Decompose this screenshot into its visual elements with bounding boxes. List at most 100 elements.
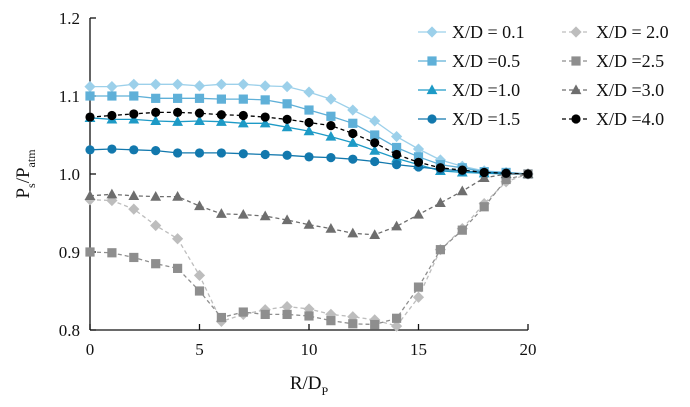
data-point: [501, 168, 511, 178]
data-point: [412, 143, 425, 155]
data-point: [172, 233, 184, 245]
data-point: [173, 93, 183, 103]
data-point: [260, 309, 270, 319]
data-point: [348, 319, 358, 329]
data-point: [107, 248, 117, 258]
y-axis-label-sub1: s: [24, 183, 38, 188]
x-tick-label: 20: [520, 340, 537, 359]
data-point: [326, 153, 336, 163]
data-point: [413, 282, 424, 292]
data-point: [107, 110, 117, 121]
data-point: [369, 115, 381, 127]
data-point: [478, 172, 490, 182]
legend-marker: [571, 56, 581, 66]
data-point: [173, 263, 183, 273]
data-point: [216, 116, 227, 126]
series-line: [89, 173, 528, 236]
y-tick-label: 1.0: [59, 165, 80, 184]
data-point: [413, 157, 424, 167]
data-point: [281, 81, 293, 93]
data-point: [259, 117, 271, 128]
legend-marker: [426, 26, 438, 38]
data-point: [303, 86, 315, 98]
data-point: [281, 121, 293, 132]
data-point: [304, 117, 314, 128]
legend-label: X/D =2.5: [596, 51, 664, 71]
data-point: [150, 191, 162, 201]
data-point: [304, 105, 314, 115]
x-axis-label-main: R/D: [290, 373, 322, 394]
data-point: [194, 115, 205, 126]
y-axis-label-sub2: atm: [24, 149, 38, 168]
legend-item: X/D =2.5: [562, 51, 664, 71]
data-point: [412, 291, 425, 303]
data-point: [193, 80, 206, 92]
legend-label: X/D =1.0: [452, 80, 520, 100]
data-point: [151, 107, 161, 117]
data-point: [129, 109, 139, 119]
data-point: [216, 94, 226, 104]
data-point: [172, 116, 183, 126]
legend-label: X/D =1.5: [452, 109, 520, 129]
legend-label: X/D =3.0: [596, 80, 664, 100]
data-point: [172, 191, 183, 201]
data-point: [172, 78, 184, 90]
y-tick-label: 0.8: [59, 321, 80, 340]
data-point: [325, 130, 337, 141]
legend-marker: [427, 56, 437, 66]
data-point: [129, 145, 139, 155]
data-point: [369, 229, 381, 239]
x-tick-label: 15: [410, 340, 427, 359]
legend-item: X/D =1.0: [418, 80, 520, 100]
data-point: [282, 150, 292, 160]
data-point: [151, 259, 161, 269]
data-point: [325, 223, 337, 233]
legend-item: X/D =4.0: [562, 109, 664, 129]
data-point: [215, 78, 227, 90]
data-point: [84, 81, 96, 93]
data-point: [173, 107, 183, 117]
y-axis-label: Ps/Patm: [13, 149, 38, 199]
data-point: [238, 110, 248, 121]
legend-label: X/D = 2.0: [596, 22, 669, 42]
data-point: [194, 200, 205, 211]
data-point: [391, 130, 403, 143]
legend-item: X/D =0.5: [418, 51, 520, 71]
data-point: [281, 301, 293, 313]
data-point: [370, 130, 380, 140]
data-point: [325, 93, 337, 105]
data-point: [259, 304, 271, 316]
data-point: [392, 149, 402, 160]
data-point: [106, 81, 118, 93]
data-point: [392, 142, 402, 153]
data-point: [370, 138, 380, 148]
legend-label: X/D = 0.1: [452, 22, 525, 42]
data-point: [129, 91, 139, 101]
data-point: [151, 146, 161, 156]
data-point: [435, 197, 446, 207]
data-point: [151, 93, 161, 103]
y-tick-label: 1.2: [59, 9, 80, 28]
data-point: [303, 219, 315, 229]
data-point: [107, 144, 117, 154]
data-point: [281, 214, 293, 225]
data-point: [326, 121, 336, 131]
data-point: [107, 91, 117, 101]
data-point: [85, 145, 95, 155]
data-point: [304, 152, 314, 162]
series-layer: [84, 78, 534, 332]
data-point: [194, 93, 205, 103]
series: [85, 107, 533, 179]
data-point: [128, 113, 140, 124]
data-point: [348, 118, 358, 128]
x-axis-label: R/DP: [290, 373, 329, 398]
data-point: [413, 152, 424, 162]
data-point: [434, 154, 446, 166]
data-point: [193, 269, 206, 281]
data-point: [216, 208, 227, 218]
legend-marker: [570, 26, 582, 38]
data-point: [85, 247, 95, 257]
legend-item: X/D = 2.0: [562, 22, 669, 42]
